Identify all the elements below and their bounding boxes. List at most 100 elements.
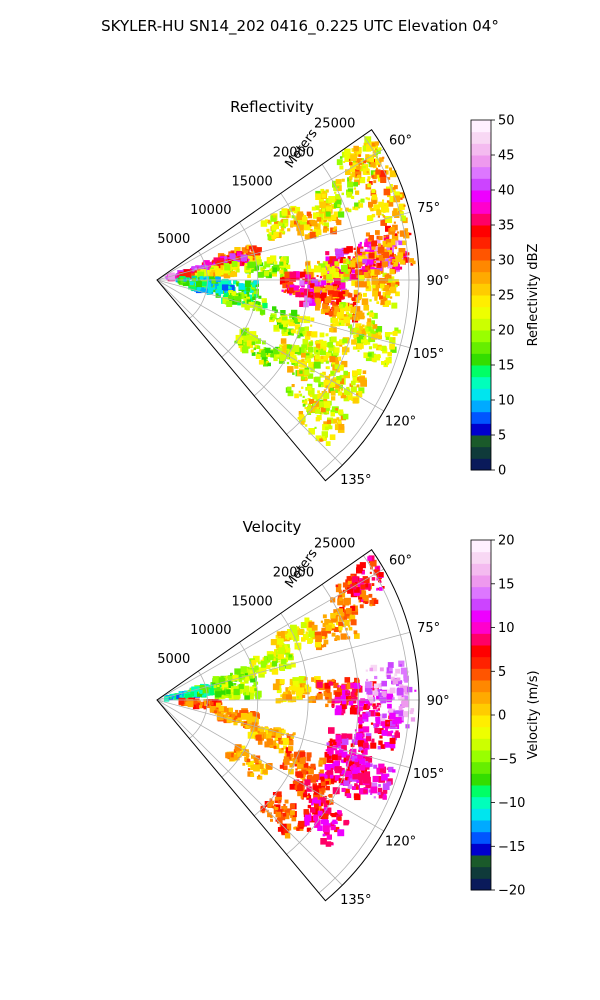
echo-speckle	[386, 674, 391, 679]
echo-speckle	[352, 256, 356, 259]
echo-speckle	[314, 631, 318, 635]
echo-speckle	[324, 764, 331, 771]
echo-speckle	[363, 352, 370, 359]
echo-speckle	[387, 662, 394, 668]
echo-speckle	[339, 257, 346, 264]
echo-speckle	[197, 271, 205, 279]
echo-speckle	[348, 260, 356, 268]
echo-speckle	[303, 331, 309, 336]
echo-speckle	[324, 682, 331, 689]
echo-speckle	[356, 393, 359, 396]
echo-speckle	[376, 767, 384, 775]
echo-speckle	[226, 692, 230, 697]
echo-speckle	[365, 711, 371, 717]
echo-speckle	[289, 803, 296, 809]
echo-speckle	[335, 219, 340, 223]
echo-speckle	[367, 172, 370, 175]
echo-speckle	[313, 793, 321, 801]
echo-speckle	[307, 291, 314, 298]
reflectivity-panel: Reflectivity 500010000150002000025000Met…	[156, 98, 541, 488]
echo-speckle	[334, 347, 340, 353]
echo-speckle	[304, 814, 312, 822]
echo-speckle	[242, 262, 245, 265]
echo-speckle	[254, 280, 258, 285]
echo-speckle	[304, 369, 310, 376]
echo-speckle	[374, 295, 378, 299]
echo-speckle	[274, 799, 279, 803]
echo-speckle	[270, 818, 273, 822]
echo-speckle	[356, 261, 359, 264]
echo-speckle	[223, 268, 229, 274]
echo-speckle	[235, 268, 240, 273]
echo-speckle	[335, 341, 341, 347]
echo-speckle	[330, 412, 335, 417]
echo-speckle	[305, 377, 308, 381]
colorbar-segment	[471, 353, 491, 366]
echo-speckle	[335, 321, 340, 327]
echo-speckle	[381, 729, 388, 736]
echo-speckle	[372, 153, 377, 158]
echo-speckle	[379, 735, 383, 739]
echo-speckle	[287, 386, 292, 391]
echo-speckle	[337, 391, 343, 396]
echo-speckle	[317, 390, 320, 394]
echo-speckle	[325, 749, 328, 752]
echo-speckle	[268, 232, 274, 237]
colorbar-segment	[471, 120, 491, 133]
echo-speckle	[233, 721, 238, 726]
echo-speckle	[372, 705, 377, 710]
echo-speckle	[299, 300, 306, 307]
echo-speckle	[244, 710, 249, 714]
echo-speckle	[327, 747, 334, 754]
colorbar-tick-label: 15	[498, 577, 515, 592]
echo-speckle	[389, 296, 393, 299]
echo-speckle	[197, 289, 201, 292]
echo-speckle	[275, 736, 280, 740]
echo-speckle	[319, 288, 323, 291]
echo-speckle	[331, 632, 336, 637]
echo-speckle	[335, 750, 342, 757]
echo-speckle	[250, 676, 257, 683]
echo-speckle	[308, 341, 314, 346]
echo-speckle	[358, 243, 362, 248]
echo-speckle	[245, 762, 249, 765]
echo-speckle	[379, 157, 384, 162]
echo-speckle	[335, 248, 342, 255]
echo-speckle	[295, 626, 300, 630]
echo-speckle	[244, 304, 250, 310]
echo-speckle	[387, 703, 392, 709]
echo-speckle	[289, 287, 295, 293]
echo-speckle	[346, 386, 350, 391]
echo-speckle	[368, 326, 375, 333]
echo-speckle	[399, 230, 407, 237]
colorbar-segment	[471, 271, 491, 284]
echo-speckle	[244, 294, 248, 297]
echo-speckle	[325, 385, 329, 389]
echo-speckle	[338, 591, 346, 598]
echo-speckle	[292, 628, 299, 636]
echo-speckle	[271, 224, 277, 230]
echo-speckle	[354, 251, 359, 255]
echo-speckle	[338, 270, 345, 277]
echo-speckle	[379, 170, 387, 178]
echo-speckle	[287, 321, 291, 325]
echo-speckle	[305, 631, 309, 635]
echo-speckle	[288, 756, 292, 760]
echo-speckle	[318, 783, 325, 790]
echo-speckle	[378, 147, 382, 151]
echo-speckle	[283, 644, 289, 650]
echo-speckle	[325, 209, 330, 214]
echo-speckle	[296, 693, 303, 700]
colorbar-tick-label: 0	[498, 709, 506, 724]
azimuth-line	[156, 699, 385, 832]
echo-speckle	[335, 179, 342, 186]
echo-speckle	[366, 154, 373, 161]
echo-speckle	[361, 599, 364, 602]
echo-speckle	[251, 664, 254, 668]
echo-speckle	[215, 289, 219, 294]
echo-speckle	[330, 842, 334, 845]
colorbar-segment	[471, 843, 491, 856]
echo-speckle	[299, 393, 303, 397]
echo-speckle	[355, 705, 358, 708]
colorbar-segment	[471, 808, 491, 821]
